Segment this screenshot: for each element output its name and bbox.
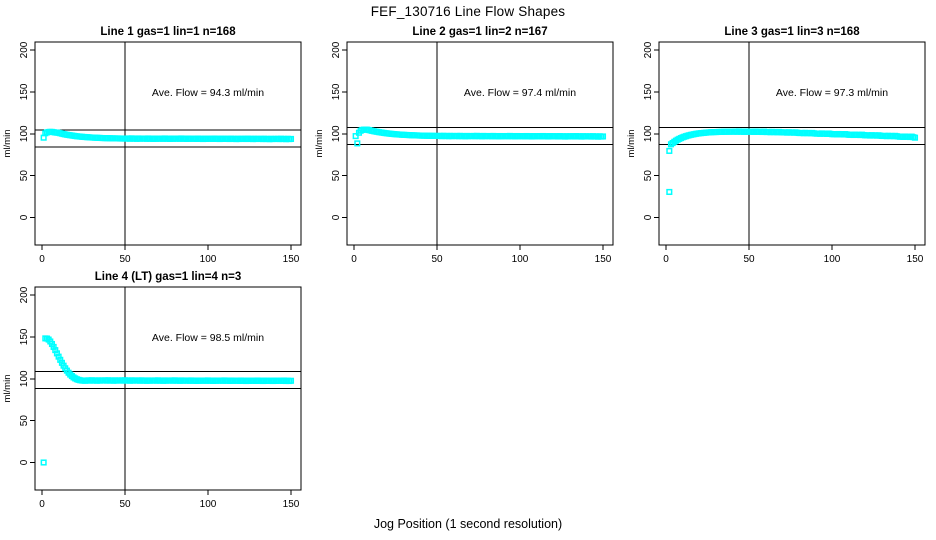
y-tick-label: 0	[19, 214, 30, 220]
x-tick-label: 0	[39, 499, 45, 510]
x-tick-label: 150	[595, 254, 612, 265]
y-tick-label: 150	[19, 328, 30, 345]
panel-title: Line 2 gas=1 lin=2 n=167	[412, 26, 547, 38]
data-point	[287, 377, 295, 384]
x-tick-label: 100	[200, 499, 217, 510]
x-tick-label: 0	[663, 254, 669, 265]
y-tick-label: 50	[643, 170, 654, 182]
data-point	[287, 135, 295, 142]
y-axis-unit-label: ml/min	[626, 130, 637, 158]
x-tick-label: 100	[824, 254, 841, 265]
panel-title: Line 4 (LT) gas=1 lin=4 n=3	[95, 271, 241, 283]
y-axis-unit-label: ml/min	[2, 375, 13, 403]
x-tick-label: 0	[39, 254, 45, 265]
plot-box	[34, 286, 302, 491]
plot-box	[346, 41, 614, 246]
x-tick-label: 150	[907, 254, 924, 265]
data-points	[40, 128, 295, 143]
data-point	[666, 188, 673, 196]
y-tick-label: 200	[19, 286, 30, 303]
y-tick-label: 50	[19, 415, 30, 427]
y-tick-label: 100	[331, 125, 342, 142]
x-tick-label: 100	[512, 254, 529, 265]
subplot-1: 0 50 100 150 200 0 50 100 150 Line 1 gas=1 lin=1 …	[2, 26, 302, 265]
data-points	[40, 335, 295, 466]
y-tick-label: 0	[19, 459, 30, 465]
plot-box	[34, 41, 302, 246]
y-tick-label: 100	[19, 125, 30, 142]
ave-flow-annotation: Ave. Flow = 97.4 ml/min	[464, 87, 576, 99]
ave-flow-annotation: Ave. Flow = 94.3 ml/min	[152, 87, 264, 99]
x-tick-label: 50	[119, 499, 131, 510]
subplot-3: 0 50 100 150 200 0 50 100 150 Line 3 gas=1 lin=3 …	[626, 26, 926, 265]
x-tick-label: 150	[283, 254, 300, 265]
y-tick-label: 100	[643, 125, 654, 142]
y-axis-unit-label: ml/min	[314, 130, 325, 158]
y-tick-label: 100	[19, 370, 30, 387]
panel-title: Line 1 gas=1 lin=1 n=168	[100, 26, 236, 38]
data-point	[354, 140, 361, 147]
y-tick-label: 200	[331, 41, 342, 58]
ave-flow-annotation: Ave. Flow = 97.3 ml/min	[776, 87, 888, 99]
x-tick-label: 150	[283, 499, 300, 510]
y-tick-label: 50	[19, 170, 30, 182]
y-tick-label: 0	[643, 214, 654, 220]
data-point	[599, 133, 607, 140]
x-tick-label: 0	[351, 254, 357, 265]
y-tick-label: 150	[331, 83, 342, 100]
y-tick-label: 200	[19, 41, 30, 58]
data-points	[352, 126, 607, 147]
data-point	[352, 133, 359, 140]
data-point	[666, 147, 673, 154]
x-tick-label: 50	[431, 254, 443, 265]
figure-title: FEF_130716 Line Flow Shapes	[370, 4, 566, 19]
plot-box	[658, 41, 926, 246]
x-axis-label: Jog Position (1 second resolution)	[373, 517, 563, 531]
data-point	[40, 459, 47, 466]
y-tick-label: 150	[643, 83, 654, 100]
y-tick-label: 50	[331, 170, 342, 182]
subplot-2: 0 50 100 150 200 0 50 100 150 Line 2 gas=1 lin=2 …	[314, 26, 614, 265]
y-tick-label: 200	[643, 41, 654, 58]
y-axis-unit-label: ml/min	[2, 130, 13, 158]
data-points	[666, 128, 919, 196]
y-tick-label: 0	[331, 214, 342, 220]
ave-flow-annotation: Ave. Flow = 98.5 ml/min	[152, 332, 264, 344]
x-tick-label: 50	[119, 254, 131, 265]
x-tick-label: 50	[743, 254, 755, 265]
panel-title: Line 3 gas=1 lin=3 n=168	[724, 26, 860, 38]
x-tick-label: 100	[200, 254, 217, 265]
y-tick-label: 150	[19, 83, 30, 100]
data-point	[911, 134, 919, 141]
subplot-4: 0 50 100 150 200 0 50 100 150 Line 4 (LT) gas=1 l…	[2, 271, 302, 510]
